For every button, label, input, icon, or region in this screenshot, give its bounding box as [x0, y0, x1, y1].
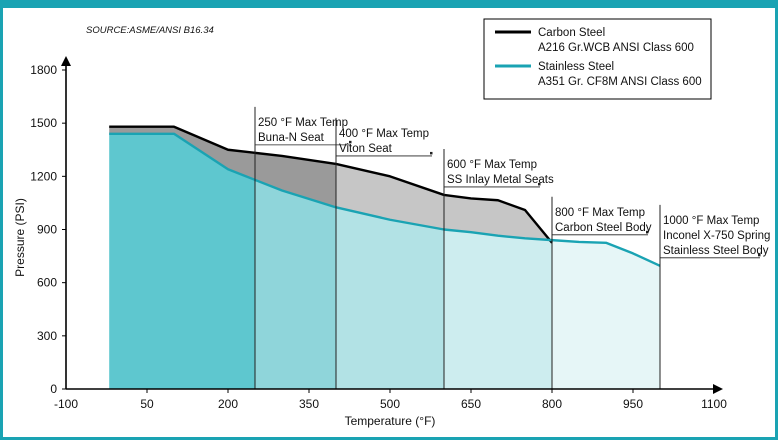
temperature-band-2	[255, 179, 336, 389]
x-tick-label-350: 350	[299, 397, 319, 411]
x-tick-label-800: 800	[542, 397, 562, 411]
legend-sublabel-stainless-steel: A351 Gr. CF8M ANSI Class 600	[538, 76, 702, 88]
zone-label-2-line-2: Viton Seat	[339, 143, 393, 155]
zone-label-1-line-2: Buna-N Seat	[258, 132, 325, 144]
x-tick-label-950: 950	[623, 397, 643, 411]
source-note: SOURCE:ASME/ANSI B16.34	[86, 25, 214, 36]
zone-label-4-line-2: Carbon Steel Body	[555, 222, 652, 234]
zone-callout-marker-5	[758, 253, 761, 257]
zone-callout-marker-2	[430, 151, 433, 155]
rating-gap-dark	[109, 126, 336, 208]
x-tick-label-50: 50	[140, 397, 154, 411]
zone-callout-marker-1	[349, 140, 352, 144]
temperature-band-5	[552, 240, 660, 389]
x-tick-label-650: 650	[461, 397, 481, 411]
x-tick-label-500: 500	[380, 397, 400, 411]
x-tick-label--100: -100	[54, 397, 78, 411]
y-tick-label-0: 0	[50, 382, 57, 396]
x-tick-label-1100: 1100	[701, 397, 727, 411]
y-tick-label-900: 900	[37, 223, 57, 237]
x-axis-arrow	[713, 384, 723, 394]
zone-label-2-line-1: 400 °F Max Temp	[339, 128, 429, 140]
y-tick-label-1500: 1500	[30, 116, 57, 130]
zone-label-5-line-1: 1000 °F Max Temp	[663, 215, 759, 227]
x-tick-label-200: 200	[218, 397, 238, 411]
zone-label-3-line-2: SS Inlay Metal Seats	[447, 174, 554, 186]
legend-label-carbon-steel: Carbon Steel	[538, 27, 605, 39]
temperature-band-1	[109, 133, 255, 389]
y-tick-label-600: 600	[37, 276, 57, 290]
legend-label-stainless-steel: Stainless Steel	[538, 61, 614, 73]
y-axis-arrow	[61, 56, 71, 66]
series-line-carbon-steel	[109, 125, 553, 244]
series-line-stainless-steel	[109, 132, 661, 267]
y-tick-label-1800: 1800	[30, 63, 57, 77]
zone-label-4-line-1: 800 °F Max Temp	[555, 207, 645, 219]
zone-label-5-line-3: Stainless Steel Body	[663, 245, 769, 257]
temperature-band-3	[336, 207, 444, 389]
legend-sublabel-carbon-steel: A216 Gr.WCB ANSI Class 600	[538, 42, 694, 54]
zone-callout-marker-3	[538, 182, 541, 186]
zone-label-3-line-1: 600 °F Max Temp	[447, 159, 537, 171]
pressure-temperature-chart: 250 °F Max Temp Buna-N Seat 400 °F Max Tem…	[13, 18, 770, 428]
y-tick-label-300: 300	[37, 329, 57, 343]
zone-label-1-line-1: 250 °F Max Temp	[258, 117, 348, 129]
zone-callout-marker-4	[646, 230, 649, 234]
zone-label-5-line-2: Inconel X-750 Spring	[663, 230, 770, 242]
y-axis-title: Pressure (PSI)	[13, 198, 27, 277]
x-axis-title: Temperature (°F)	[345, 414, 436, 428]
temperature-band-4	[444, 229, 552, 389]
y-tick-label-1200: 1200	[30, 169, 57, 183]
